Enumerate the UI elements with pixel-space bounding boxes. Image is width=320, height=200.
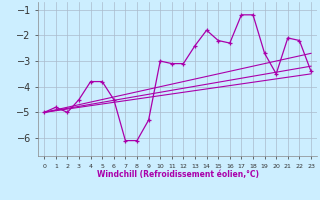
X-axis label: Windchill (Refroidissement éolien,°C): Windchill (Refroidissement éolien,°C) <box>97 170 259 179</box>
